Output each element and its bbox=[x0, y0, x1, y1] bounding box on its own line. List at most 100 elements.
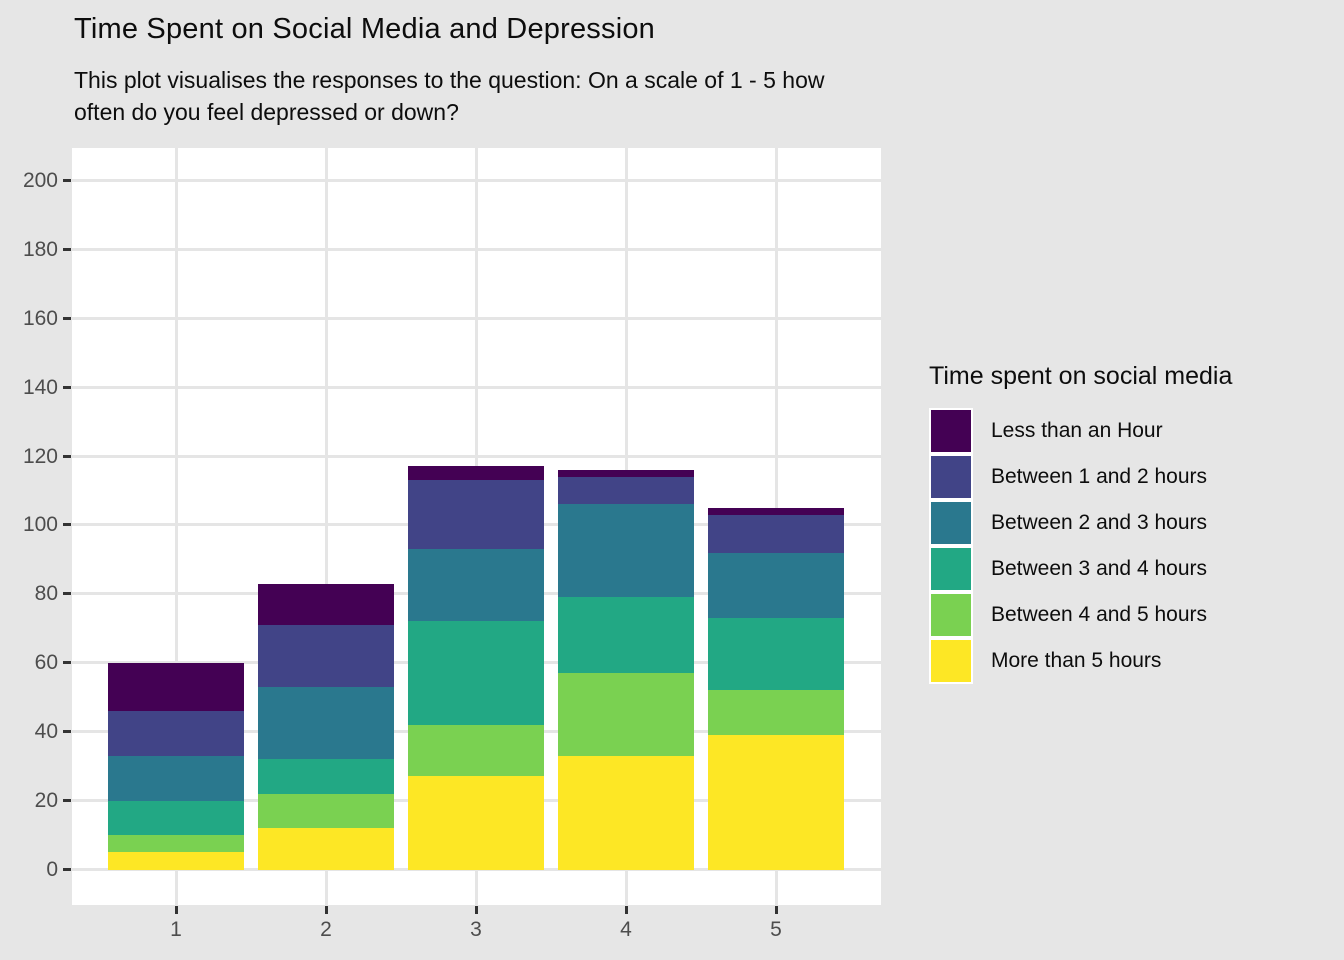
chart-title: Time Spent on Social Media and Depressio… bbox=[74, 13, 655, 45]
bar-5-segment-5 bbox=[708, 735, 844, 870]
y-tick-mark-140 bbox=[63, 385, 71, 389]
bar-3-segment-1 bbox=[408, 480, 544, 550]
legend-swatch-5 bbox=[931, 640, 971, 682]
chart-subtitle-line-2: often do you feel depressed or down? bbox=[74, 99, 459, 125]
y-tick-label-40: 40 bbox=[34, 720, 58, 744]
y-tick-label-80: 80 bbox=[34, 582, 58, 606]
bar-4-segment-4 bbox=[558, 673, 694, 756]
bar-5-segment-0 bbox=[708, 507, 844, 515]
legend-swatch-2 bbox=[931, 502, 971, 544]
bar-1-segment-5 bbox=[108, 852, 244, 870]
bar-2-segment-2 bbox=[258, 686, 394, 760]
x-tick-mark-3 bbox=[474, 906, 478, 914]
bar-2-segment-4 bbox=[258, 793, 394, 829]
y-tick-mark-120 bbox=[63, 454, 71, 458]
chart-subtitle: This plot visualises the responses to th… bbox=[74, 64, 824, 128]
legend-item-0: Less than an Hour bbox=[929, 408, 1329, 454]
bar-5-segment-3 bbox=[708, 617, 844, 691]
x-tick-mark-1 bbox=[174, 906, 178, 914]
gridline-y-200 bbox=[72, 178, 881, 182]
bar-2-segment-1 bbox=[258, 624, 394, 687]
x-tick-label-5: 5 bbox=[770, 918, 782, 941]
legend-item-2: Between 2 and 3 hours bbox=[929, 500, 1329, 546]
y-tick-label-60: 60 bbox=[34, 651, 58, 675]
bar-1-segment-0 bbox=[108, 662, 244, 711]
legend-label-5: More than 5 hours bbox=[991, 649, 1162, 672]
y-tick-label-180: 180 bbox=[22, 237, 58, 261]
plot-panel bbox=[72, 148, 881, 905]
legend-label-2: Between 2 and 3 hours bbox=[991, 511, 1207, 534]
x-tick-mark-4 bbox=[624, 906, 628, 914]
x-tick-label-3: 3 bbox=[470, 918, 482, 941]
legend-swatch-0 bbox=[931, 410, 971, 452]
legend-label-3: Between 3 and 4 hours bbox=[991, 557, 1207, 580]
bar-2-segment-3 bbox=[258, 759, 394, 794]
bar-5-segment-2 bbox=[708, 552, 844, 618]
bar-4-segment-5 bbox=[558, 755, 694, 870]
gridline-y-0 bbox=[72, 868, 881, 871]
legend-item-3: Between 3 and 4 hours bbox=[929, 546, 1329, 592]
legend: Time spent on social media Less than an … bbox=[929, 362, 1329, 684]
bar-3-segment-2 bbox=[408, 549, 544, 622]
bar-4-segment-1 bbox=[558, 476, 694, 505]
bar-3-segment-4 bbox=[408, 724, 544, 777]
legend-item-4: Between 4 and 5 hours bbox=[929, 592, 1329, 638]
bar-5-segment-4 bbox=[708, 690, 844, 736]
legend-label-0: Less than an Hour bbox=[991, 419, 1163, 442]
legend-key-4 bbox=[929, 592, 973, 638]
chart-subtitle-line-1: This plot visualises the responses to th… bbox=[74, 67, 825, 93]
bar-4-segment-3 bbox=[558, 597, 694, 674]
x-tick-label-1: 1 bbox=[170, 918, 182, 941]
gridline-y-140 bbox=[72, 385, 881, 389]
legend-key-5 bbox=[929, 638, 973, 684]
gridline-y-120 bbox=[72, 454, 881, 458]
bar-4-segment-0 bbox=[558, 469, 694, 477]
y-tick-mark-160 bbox=[63, 316, 71, 320]
gridline-y-180 bbox=[72, 247, 881, 251]
gridline-y-160 bbox=[72, 316, 881, 320]
bar-1-segment-1 bbox=[108, 711, 244, 756]
bar-3-segment-0 bbox=[408, 466, 544, 481]
legend-swatch-3 bbox=[931, 548, 971, 590]
y-tick-mark-40 bbox=[63, 730, 71, 734]
y-tick-mark-200 bbox=[63, 178, 71, 182]
y-tick-label-140: 140 bbox=[22, 375, 58, 399]
bar-1-segment-4 bbox=[108, 835, 244, 853]
y-tick-mark-0 bbox=[63, 868, 71, 871]
bar-2-segment-5 bbox=[258, 828, 394, 870]
y-tick-mark-60 bbox=[63, 661, 71, 665]
bar-3-segment-5 bbox=[408, 776, 544, 870]
x-tick-label-2: 2 bbox=[320, 918, 332, 941]
legend-key-3 bbox=[929, 546, 973, 592]
y-tick-mark-20 bbox=[63, 799, 71, 803]
legend-label-1: Between 1 and 2 hours bbox=[991, 465, 1207, 488]
y-tick-mark-100 bbox=[63, 523, 71, 527]
x-tick-mark-5 bbox=[774, 906, 778, 914]
bar-5-segment-1 bbox=[708, 514, 844, 553]
legend-key-1 bbox=[929, 454, 973, 500]
y-tick-label-160: 160 bbox=[22, 306, 58, 330]
gridline-vertical-2 bbox=[324, 148, 328, 905]
legend-label-4: Between 4 and 5 hours bbox=[991, 603, 1207, 626]
legend-swatch-1 bbox=[931, 456, 971, 498]
bar-1-segment-3 bbox=[108, 800, 244, 836]
x-tick-label-4: 4 bbox=[620, 918, 632, 941]
legend-key-0 bbox=[929, 408, 973, 454]
y-tick-label-120: 120 bbox=[22, 444, 58, 468]
legend-title: Time spent on social media bbox=[929, 362, 1233, 390]
y-tick-label-200: 200 bbox=[22, 168, 58, 192]
gridline-vertical-1 bbox=[174, 148, 178, 905]
legend-item-5: More than 5 hours bbox=[929, 638, 1329, 684]
bar-1-segment-2 bbox=[108, 755, 244, 801]
x-tick-mark-2 bbox=[324, 906, 328, 914]
bar-2-segment-0 bbox=[258, 583, 394, 625]
y-tick-mark-180 bbox=[63, 247, 71, 251]
legend-item-1: Between 1 and 2 hours bbox=[929, 454, 1329, 500]
legend-swatch-4 bbox=[931, 594, 971, 636]
y-tick-label-100: 100 bbox=[22, 513, 58, 537]
bar-3-segment-3 bbox=[408, 621, 544, 725]
bar-4-segment-2 bbox=[558, 504, 694, 598]
y-tick-mark-80 bbox=[63, 592, 71, 596]
y-tick-label-0: 0 bbox=[46, 858, 58, 881]
